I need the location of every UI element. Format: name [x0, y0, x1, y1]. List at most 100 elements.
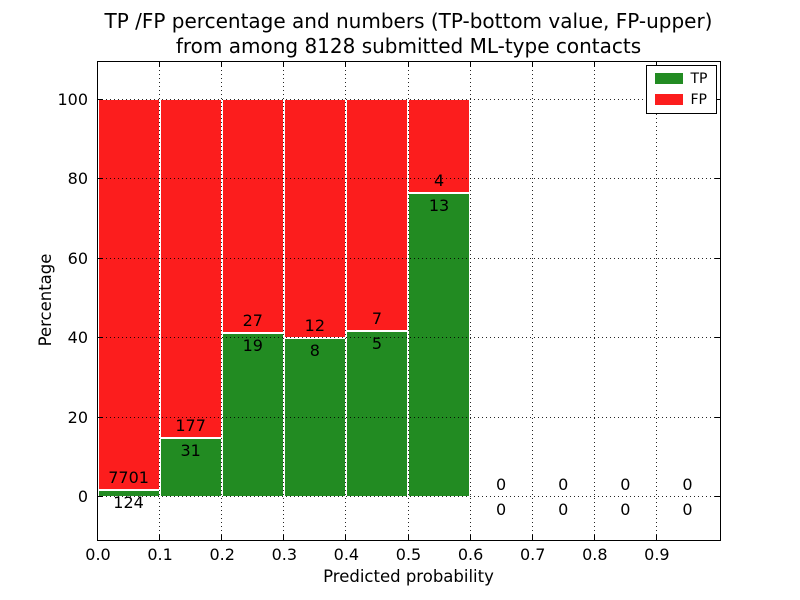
x-tick-mark-top — [407, 61, 409, 67]
tp-legend-label: TP — [690, 70, 708, 87]
fp-count-label: 0 — [682, 474, 693, 494]
y-tick-mark-right — [714, 178, 720, 180]
fp-count-label: 177 — [175, 415, 206, 435]
x-tick-mark-bottom — [283, 534, 285, 540]
y-tick-mark-left — [97, 416, 103, 418]
chart-title-line-1: TP /FP percentage and numbers (TP-bottom… — [104, 9, 713, 33]
x-gridline — [407, 61, 409, 540]
y-gridline — [97, 178, 720, 180]
tp-count-label: 13 — [428, 195, 450, 215]
bar-fp-segment — [408, 99, 471, 193]
x-tick-mark-bottom — [531, 534, 533, 540]
fp-count-label: 12 — [304, 315, 326, 335]
y-tick-mark-left — [97, 257, 103, 259]
bar-tp-segment — [159, 437, 222, 497]
y-tick-label: 40 — [67, 328, 88, 348]
fp-count-label: 0 — [558, 474, 569, 494]
x-gridline — [655, 61, 657, 540]
tp-count-label: 0 — [496, 499, 507, 519]
tp-legend-swatch-icon — [654, 73, 683, 84]
x-gridline — [345, 61, 347, 540]
y-tick-mark-right — [714, 257, 720, 259]
y-tick-label: 60 — [67, 248, 88, 268]
y-tick-label: 0 — [77, 487, 88, 507]
tp-count-label: 31 — [180, 440, 201, 460]
y-tick-mark-left — [97, 98, 103, 100]
x-tick-label: 0.9 — [644, 545, 670, 564]
tp-count-label: 8 — [309, 340, 320, 360]
bar-tp-segment — [408, 192, 471, 497]
x-tick-mark-top — [97, 61, 98, 67]
y-tick-mark-left — [97, 337, 103, 339]
y-tick-mark-right — [714, 337, 720, 339]
y-tick-mark-left — [97, 178, 103, 180]
x-tick-mark-bottom — [655, 534, 657, 540]
bar-fp-segment — [221, 99, 284, 333]
y-gridline — [97, 337, 720, 339]
y-tick-mark-left — [97, 496, 103, 498]
x-tick-label: 0.0 — [85, 545, 111, 564]
x-tick-mark-top — [159, 61, 161, 67]
x-tick-label: 0.3 — [271, 545, 298, 564]
fp-count-label: 0 — [496, 474, 507, 494]
y-tick-mark-right — [714, 496, 720, 498]
x-tick-mark-bottom — [221, 534, 223, 540]
y-gridline — [97, 98, 720, 100]
x-tick-label: 0.4 — [333, 545, 360, 564]
bar-fp-segment — [159, 99, 222, 438]
bar-fp-segment — [345, 99, 408, 332]
y-tick-mark-right — [714, 416, 720, 418]
y-tick-mark-right — [714, 98, 720, 100]
x-gridline — [593, 61, 595, 540]
x-axis-label: Predicted probability — [323, 567, 494, 586]
x-tick-mark-bottom — [345, 534, 347, 540]
x-tick-mark-bottom — [469, 534, 471, 540]
legend: TP FP — [645, 64, 717, 114]
x-tick-mark-top — [221, 61, 223, 67]
fp-legend-label: FP — [690, 91, 708, 108]
x-tick-label: 0.1 — [147, 545, 173, 564]
x-tick-mark-top — [593, 61, 595, 67]
x-gridline — [531, 61, 533, 540]
x-gridline — [221, 61, 223, 540]
fp-count-label: 27 — [242, 310, 263, 330]
x-tick-mark-top — [345, 61, 347, 67]
y-gridline — [97, 257, 720, 259]
x-tick-mark-bottom — [407, 534, 409, 540]
x-tick-label: 0.5 — [395, 545, 422, 564]
x-gridline — [469, 61, 471, 540]
fp-count-label: 4 — [433, 170, 445, 190]
fp-legend-swatch-icon — [654, 94, 683, 105]
x-gridline — [283, 61, 285, 540]
x-tick-mark-top — [283, 61, 285, 67]
y-tick-label: 20 — [67, 407, 88, 427]
y-gridline — [97, 416, 720, 418]
bar-fp-segment — [97, 99, 160, 491]
tp-count-label: 0 — [620, 499, 631, 519]
bar-fp-segment — [283, 99, 346, 338]
x-tick-mark-top — [469, 61, 471, 67]
plot-area: 7701 124 177 31 27 19 12 8 7 5 4 13 0 0 0 0 0 0 0 0 TP FP — [96, 60, 721, 541]
x-tick-label: 0.7 — [519, 545, 546, 564]
bars-layer — [97, 62, 720, 540]
x-tick-label: 0.6 — [457, 545, 484, 564]
tp-count-label: 19 — [242, 335, 263, 355]
x-tick-label: 0.2 — [209, 545, 235, 564]
x-tick-mark-bottom — [593, 534, 595, 540]
ticks-layer — [97, 61, 720, 540]
bar-tp-segment — [221, 332, 284, 497]
y-gridline — [97, 496, 720, 498]
legend-entry-tp: TP — [654, 70, 708, 87]
count-labels-layer: 7701 124 177 31 27 19 12 8 7 5 4 13 0 0 0 0 0 0 0 0 — [98, 62, 720, 540]
chart-title: TP /FP percentage and numbers (TP-bottom… — [98, 9, 719, 59]
y-tick-label: 80 — [67, 169, 88, 189]
chart-title-line-2: from among 8128 submitted ML-type contac… — [175, 34, 642, 58]
tp-count-label: 0 — [682, 499, 693, 519]
tp-count-label: 124 — [113, 493, 144, 513]
fp-count-label: 0 — [620, 474, 631, 494]
x-tick-mark-bottom — [159, 534, 161, 540]
fp-count-label: 7 — [371, 309, 383, 329]
x-tick-label: 0.8 — [582, 545, 608, 564]
x-tick-mark-bottom — [97, 534, 98, 540]
